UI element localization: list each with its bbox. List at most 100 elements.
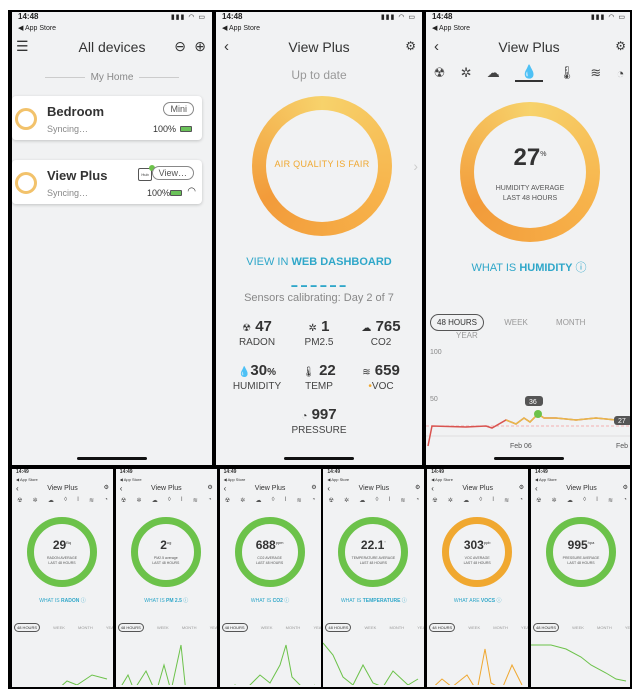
wind-icon[interactable]: ≋	[88, 498, 95, 504]
thermometer-icon[interactable]: ǀ	[284, 497, 287, 503]
what-is-link[interactable]: WHAT IS PM 2.5 ⓘ	[144, 598, 189, 604]
cloud-icon[interactable]: ☁	[255, 498, 262, 504]
range-week[interactable]: WEEK	[53, 625, 65, 630]
gauge-icon[interactable]: ◔	[104, 497, 108, 503]
thermometer-icon[interactable]: ǀ	[596, 497, 598, 503]
back-to-app-store[interactable]: ◀ App Store	[18, 25, 57, 32]
range-month[interactable]: MONTH	[389, 625, 405, 630]
gear-icon[interactable]: ⚙	[311, 485, 317, 491]
range-48h[interactable]: 48 HOURS	[117, 623, 144, 632]
back-chevron-icon[interactable]: ‹	[223, 484, 227, 493]
wind-icon[interactable]: ≋	[607, 498, 614, 504]
droplet-icon[interactable]: ◊	[479, 497, 483, 503]
sensor-temp[interactable]: 🌡 22 TEMP	[302, 362, 336, 392]
gauge-icon[interactable]: ◔	[616, 65, 625, 81]
range-week[interactable]: WEEK	[504, 318, 528, 327]
sensor-humidity[interactable]: 💧30% HUMIDITY	[232, 362, 282, 392]
radiation-icon[interactable]: ☢	[328, 498, 334, 504]
back-chevron-icon[interactable]: ‹	[327, 484, 331, 493]
range-year[interactable]: YEAR	[313, 625, 320, 630]
gauge-icon[interactable]: ◔	[415, 497, 420, 503]
range-year[interactable]: YEAR	[417, 625, 424, 630]
gear-icon[interactable]: ⚙	[103, 485, 109, 491]
device-card-bedroom[interactable]: Bedroom Mini Syncing… 100%	[12, 96, 202, 140]
back-chevron-icon[interactable]: ‹	[431, 484, 434, 493]
particle-icon[interactable]: ✲	[447, 498, 453, 504]
range-year[interactable]: YEAR	[209, 625, 217, 630]
thermometer-icon[interactable]: 🌡	[558, 65, 576, 80]
range-month[interactable]: MONTH	[78, 625, 93, 630]
sensor-pressure[interactable]: ◔ 997 PRESSURE	[291, 406, 347, 436]
menu-icon[interactable]: ☰	[16, 38, 29, 54]
range-year[interactable]: YEAR	[456, 331, 478, 340]
link-icon[interactable]: ⊖	[174, 38, 186, 54]
back-to-app-store[interactable]: ◀ App Store	[432, 25, 471, 32]
sensor-voc[interactable]: ≋ 659 •VOC	[362, 362, 400, 392]
back-to-app-store[interactable]: ◀ App Store	[327, 477, 350, 482]
back-chevron-icon[interactable]: ‹	[119, 484, 123, 493]
back-chevron-icon[interactable]: ‹	[224, 38, 229, 55]
back-chevron-icon[interactable]: ‹	[434, 38, 439, 55]
gear-icon[interactable]: ⚙	[615, 39, 626, 53]
particle-icon[interactable]: ✲	[136, 498, 142, 504]
range-48h[interactable]: 48 HOURS	[325, 623, 352, 632]
range-month[interactable]: MONTH	[597, 625, 612, 630]
range-month[interactable]: MONTH	[181, 625, 197, 630]
range-48h[interactable]: 48 HOURS	[14, 623, 41, 632]
gauge-icon[interactable]: ◔	[311, 497, 316, 503]
range-week[interactable]: WEEK	[364, 625, 377, 630]
range-year[interactable]: YEAR	[105, 625, 113, 630]
radiation-icon[interactable]: ☢	[433, 65, 446, 80]
range-month[interactable]: MONTH	[493, 625, 508, 630]
gear-icon[interactable]: ⚙	[622, 485, 628, 491]
radiation-icon[interactable]: ☢	[224, 498, 231, 504]
back-to-app-store[interactable]: ◀ App Store	[119, 477, 142, 482]
particle-icon[interactable]: ✲	[240, 498, 246, 504]
sensor-radon[interactable]: ☢ 47 RADON	[238, 318, 276, 348]
what-is-humidity-link[interactable]: WHAT IS HUMIDITY ⓘ	[471, 262, 587, 274]
range-48h[interactable]: 48 HOURS	[533, 623, 560, 632]
web-dashboard-link[interactable]: VIEW IN WEB DASHBOARD	[246, 256, 392, 268]
particle-icon[interactable]: ✲	[460, 65, 472, 80]
particle-icon[interactable]: ✲	[344, 498, 350, 504]
gauge-icon[interactable]: ◔	[519, 497, 524, 503]
droplet-icon[interactable]: ◊	[271, 497, 275, 503]
gauge-icon[interactable]: ◔	[208, 497, 212, 503]
range-week[interactable]: WEEK	[156, 625, 169, 630]
back-to-app-store[interactable]: ◀ App Store	[431, 477, 453, 482]
droplet-icon[interactable]: ◊	[583, 497, 587, 503]
range-week[interactable]: WEEK	[260, 625, 273, 630]
range-month[interactable]: MONTH	[285, 625, 301, 630]
cloud-icon[interactable]: ☁	[486, 65, 500, 80]
range-48h[interactable]: 48 HOURS	[221, 623, 248, 632]
cloud-icon[interactable]: ☁	[566, 498, 573, 504]
droplet-icon[interactable]: ◊	[375, 497, 379, 503]
radiation-icon[interactable]: ☢	[17, 498, 23, 504]
droplet-icon[interactable]: ◊	[167, 497, 171, 503]
next-chevron-icon[interactable]: ›	[413, 158, 418, 174]
back-chevron-icon[interactable]: ‹	[16, 484, 19, 493]
what-is-link[interactable]: WHAT IS TEMPERATURE ⓘ	[340, 598, 407, 604]
radiation-icon[interactable]: ☢	[432, 498, 438, 504]
thermometer-icon[interactable]: ǀ	[388, 497, 391, 503]
radiation-icon[interactable]: ☢	[536, 498, 542, 504]
back-to-app-store[interactable]: ◀ App Store	[16, 477, 38, 482]
gauge-icon[interactable]: ◔	[623, 497, 627, 503]
droplet-icon[interactable]: 💧	[515, 64, 544, 82]
what-is-link[interactable]: WHAT IS RADON ⓘ	[39, 598, 86, 604]
what-is-link[interactable]: WHAT IS CO2 ⓘ	[250, 598, 290, 604]
radiation-icon[interactable]: ☢	[120, 498, 127, 504]
range-year[interactable]: YEAR	[624, 625, 631, 630]
back-to-app-store[interactable]: ◀ App Store	[222, 25, 261, 32]
cloud-icon[interactable]: ☁	[151, 498, 158, 504]
gear-icon[interactable]: ⚙	[405, 39, 416, 53]
wind-icon[interactable]: ≋	[296, 498, 302, 504]
particle-icon[interactable]: ✲	[32, 498, 38, 504]
droplet-icon[interactable]: ◊	[64, 497, 68, 503]
thermometer-icon[interactable]: ǀ	[181, 497, 183, 503]
range-month[interactable]: MONTH	[556, 318, 586, 327]
gear-icon[interactable]: ⚙	[518, 485, 525, 491]
back-to-app-store[interactable]: ◀ App Store	[535, 477, 557, 482]
back-chevron-icon[interactable]: ‹	[535, 484, 538, 493]
range-year[interactable]: YEAR	[521, 625, 528, 630]
